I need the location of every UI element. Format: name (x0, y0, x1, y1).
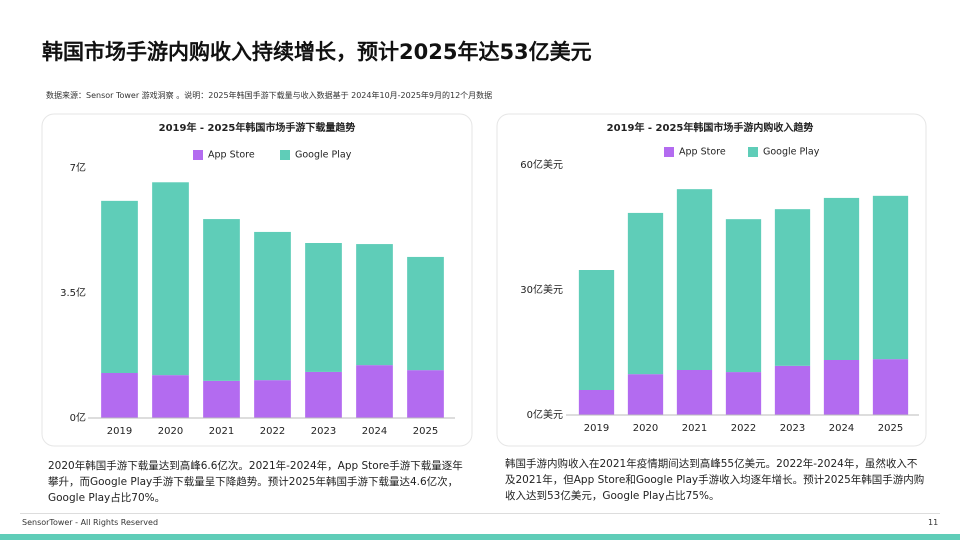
x-tick-label: 2022 (260, 426, 285, 437)
bar-segment (254, 231, 291, 381)
bar-segment (872, 359, 909, 415)
bar-segment (725, 219, 762, 373)
bar-segment (152, 182, 189, 376)
bar-segment (872, 195, 909, 360)
bar-segment (203, 219, 240, 381)
bar-segment (823, 197, 860, 360)
bar-segment (101, 373, 138, 418)
slide-title: 韩国市场手游内购收入持续增长，预计2025年达53亿美元 (42, 40, 592, 64)
y-tick-label: 30亿美元 (520, 283, 563, 296)
bar-segment (823, 360, 860, 415)
footer-bar (0, 534, 960, 540)
x-tick-label: 2024 (362, 426, 387, 437)
bar-segment (152, 375, 189, 418)
y-tick-label: 7亿 (70, 161, 86, 174)
bar-segment (356, 244, 393, 366)
x-tick-label: 2022 (731, 423, 756, 434)
x-tick-label: 2023 (780, 423, 805, 434)
page-number: 11 (928, 518, 939, 527)
bar-segment (627, 212, 664, 375)
bar-segment (356, 365, 393, 418)
y-tick-label: 3.5亿 (60, 286, 86, 299)
legend-swatch (193, 150, 203, 160)
bar-segment (578, 270, 615, 390)
x-tick-label: 2021 (209, 426, 234, 437)
x-tick-label: 2020 (633, 423, 658, 434)
y-tick-label: 0亿 (70, 411, 86, 424)
y-tick-label: 0亿美元 (527, 408, 563, 421)
footer-rule (20, 513, 940, 514)
legend-label: App Store (679, 147, 726, 158)
source-note: 数据来源：Sensor Tower 游戏洞察 。说明：2025年韩国手游下载量与… (46, 91, 493, 100)
bar-segment (101, 200, 138, 373)
legend-label: Google Play (763, 147, 820, 158)
bar-segment (578, 390, 615, 415)
x-tick-label: 2024 (829, 423, 854, 434)
footer-text: SensorTower - All Rights Reserved (22, 518, 159, 527)
legend-label: Google Play (295, 150, 352, 161)
bar-segment (203, 380, 240, 418)
bar-segment (305, 243, 342, 372)
y-tick-label: 60亿美元 (520, 158, 563, 171)
bar-segment (407, 370, 444, 418)
legend-swatch (280, 150, 290, 160)
x-tick-label: 2019 (584, 423, 609, 434)
bar-segment (774, 209, 811, 366)
chart-title: 2019年 - 2025年韩国市场手游下载量趋势 (159, 121, 356, 134)
bar-segment (725, 372, 762, 415)
bar-segment (407, 256, 444, 371)
x-tick-label: 2023 (311, 426, 336, 437)
chart-title: 2019年 - 2025年韩国市场手游内购收入趋势 (607, 121, 814, 134)
x-tick-label: 2021 (682, 423, 707, 434)
bar-segment (627, 374, 664, 415)
caption: 韩国手游内购收入在2021年疫情期间达到高峰55亿美元。2022年-2024年，… (505, 458, 925, 502)
x-tick-label: 2020 (158, 426, 183, 437)
legend-label: App Store (208, 150, 255, 161)
bar-segment (305, 371, 342, 418)
x-tick-label: 2025 (413, 426, 438, 437)
bar-segment (676, 189, 713, 370)
legend-swatch (664, 147, 674, 157)
caption: 2020年韩国手游下载量达到高峰6.6亿次。2021年-2024年，App St… (48, 460, 463, 504)
x-tick-label: 2025 (878, 423, 903, 434)
x-tick-label: 2019 (107, 426, 132, 437)
bar-segment (676, 370, 713, 415)
legend-swatch (748, 147, 758, 157)
bar-segment (254, 380, 291, 418)
bar-segment (774, 365, 811, 415)
